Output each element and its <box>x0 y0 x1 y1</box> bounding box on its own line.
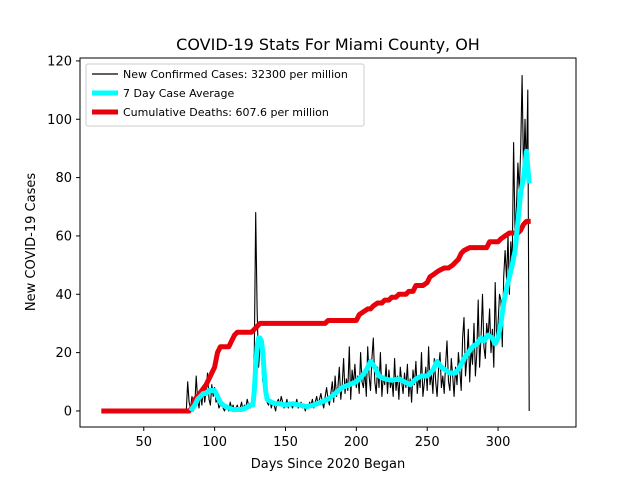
legend-label-deaths: Cumulative Deaths: 607.6 per million <box>123 106 329 119</box>
y-axis-label: New COVID-19 Cases <box>24 173 39 311</box>
legend-label-average: 7 Day Case Average <box>123 87 235 100</box>
y-axis: 0 20 40 60 80 100 120 <box>47 54 80 419</box>
plot-area <box>101 74 532 414</box>
y-tick-label: 100 <box>47 113 72 128</box>
y-tick-label: 80 <box>55 171 72 186</box>
x-tick-label: 250 <box>415 435 440 450</box>
y-tick-label: 60 <box>55 229 72 244</box>
x-axis-label: Days Since 2020 Began <box>251 457 406 472</box>
x-tick-label: 300 <box>486 435 511 450</box>
y-tick-label: 40 <box>55 288 72 303</box>
x-axis: 50 100 150 200 250 300 <box>135 427 510 450</box>
legend-box <box>85 63 365 127</box>
series-line-7-day-average <box>188 148 532 413</box>
y-tick-label: 20 <box>55 346 72 361</box>
chart-title: COVID-19 Stats For Miami County, OH <box>176 35 480 54</box>
plot-frame <box>79 57 577 428</box>
x-tick-label: 200 <box>344 435 369 450</box>
x-tick-label: 100 <box>202 435 227 450</box>
legend: New Confirmed Cases: 32300 per million 7… <box>85 63 365 127</box>
series-line-cumulative-deaths <box>101 218 531 414</box>
y-tick-label: 0 <box>64 404 72 419</box>
y-tick-label: 120 <box>47 54 72 69</box>
x-tick-label: 50 <box>135 435 152 450</box>
legend-label-cases: New Confirmed Cases: 32300 per million <box>123 68 348 81</box>
x-tick-label: 150 <box>273 435 298 450</box>
